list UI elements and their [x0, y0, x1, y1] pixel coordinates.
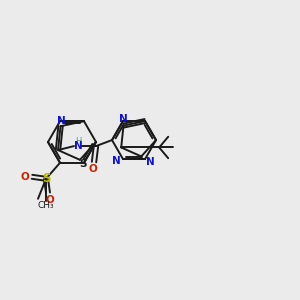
Text: S: S: [42, 172, 50, 185]
Text: H: H: [75, 136, 81, 146]
Text: N: N: [74, 141, 82, 151]
Text: S: S: [79, 159, 87, 169]
Text: O: O: [88, 164, 98, 174]
Text: N: N: [119, 114, 128, 124]
Text: N: N: [112, 156, 120, 166]
Text: N: N: [146, 157, 154, 167]
Text: O: O: [46, 195, 54, 205]
Text: O: O: [21, 172, 29, 182]
Text: CH₃: CH₃: [38, 201, 54, 210]
Text: N: N: [57, 116, 66, 126]
